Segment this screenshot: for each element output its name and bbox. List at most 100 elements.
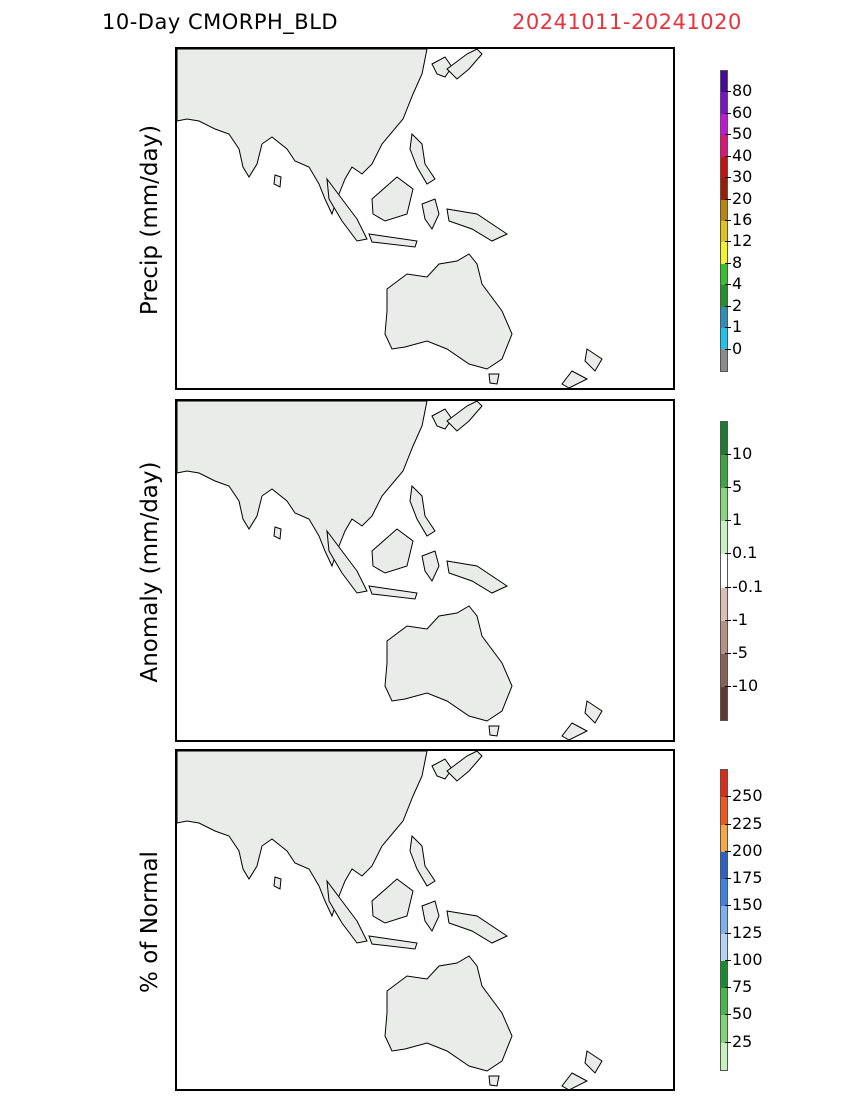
colorbar-tick-label: 1 bbox=[724, 317, 743, 337]
colorbar-swatch bbox=[721, 263, 727, 286]
land-outline bbox=[384, 253, 513, 370]
precip-map bbox=[175, 47, 675, 390]
land-outline bbox=[326, 879, 368, 944]
colorbar-tick-label: -10 bbox=[724, 675, 759, 695]
colorbar-tick-label: 0 bbox=[724, 338, 743, 358]
colorbar-tick-label: 4 bbox=[724, 274, 743, 294]
colorbar-swatch bbox=[721, 1042, 727, 1070]
land-outline bbox=[326, 529, 368, 594]
anomaly-axis-label: Anomaly (mm/day) bbox=[137, 461, 163, 683]
land-outline bbox=[177, 49, 428, 216]
anomaly-colorbar bbox=[720, 421, 728, 721]
colorbar-tick-label: 20 bbox=[724, 188, 753, 208]
colorbar-swatch bbox=[721, 770, 727, 798]
land-outline bbox=[431, 408, 453, 430]
colorbar-tick-label: 2 bbox=[724, 295, 743, 315]
land-outline bbox=[409, 834, 436, 887]
precip-axis-label: Precip (mm/day) bbox=[137, 124, 163, 316]
colorbar-swatch bbox=[721, 156, 727, 179]
colorbar-tick-label: 12 bbox=[724, 231, 753, 251]
anomaly-landmass bbox=[177, 401, 603, 740]
colorbar-swatch bbox=[721, 554, 727, 588]
colorbar-swatch bbox=[721, 220, 727, 243]
colorbar-swatch bbox=[721, 285, 727, 307]
land-outline bbox=[371, 176, 414, 222]
precip-landmass bbox=[177, 49, 603, 388]
colorbar-tick-label: 40 bbox=[724, 145, 753, 165]
percent-normal-landmass bbox=[177, 751, 603, 1089]
colorbar-swatch bbox=[721, 988, 727, 1016]
land-outline bbox=[446, 208, 509, 242]
colorbar-tick-label: 0.1 bbox=[724, 543, 758, 563]
colorbar-swatch bbox=[721, 653, 727, 687]
colorbar-swatch bbox=[721, 851, 727, 880]
precip-colorbar bbox=[720, 70, 728, 372]
land-outline bbox=[273, 526, 282, 540]
land-outline bbox=[421, 550, 440, 582]
land-outline bbox=[371, 878, 414, 924]
colorbar-tick-label: 150 bbox=[725, 895, 763, 915]
land-outline bbox=[446, 401, 483, 432]
colorbar-tick-label: 5 bbox=[724, 477, 743, 497]
colorbar-swatch bbox=[721, 92, 727, 114]
date-range: 20241011-20241020 bbox=[512, 10, 742, 34]
colorbar-swatch bbox=[721, 328, 727, 350]
colorbar-swatch bbox=[721, 1015, 727, 1043]
colorbar-tick-label: 80 bbox=[724, 81, 753, 101]
colorbar-swatch bbox=[721, 199, 727, 221]
colorbar-swatch bbox=[721, 306, 727, 329]
land-outline bbox=[409, 132, 436, 185]
colorbar-swatch bbox=[721, 242, 727, 264]
anomaly-map bbox=[175, 399, 675, 742]
land-outline bbox=[421, 198, 440, 230]
land-outline bbox=[409, 484, 436, 537]
colorbar-tick-label: 250 bbox=[725, 786, 763, 806]
colorbar-tick-label: 1 bbox=[724, 510, 743, 530]
colorbar-tick-label: -5 bbox=[725, 642, 748, 662]
land-outline bbox=[421, 900, 440, 932]
colorbar-tick-label: 50 bbox=[724, 1004, 753, 1024]
land-outline bbox=[368, 585, 418, 600]
land-outline bbox=[561, 1072, 589, 1089]
colorbar-tick-label: 75 bbox=[724, 977, 753, 997]
colorbar-swatch bbox=[721, 960, 727, 989]
land-outline bbox=[177, 751, 428, 918]
colorbar-swatch bbox=[721, 488, 727, 522]
land-outline bbox=[368, 935, 418, 950]
colorbar-tick-label: 25 bbox=[724, 1031, 753, 1051]
colorbar-tick-label: 10 bbox=[724, 444, 753, 464]
colorbar-tick-label: 30 bbox=[724, 167, 753, 187]
colorbar-tick-label: 125 bbox=[725, 922, 763, 942]
colorbar-swatch bbox=[721, 422, 727, 456]
land-outline bbox=[368, 233, 418, 248]
colorbar-swatch bbox=[721, 521, 727, 555]
land-outline bbox=[488, 373, 500, 385]
land-outline bbox=[431, 56, 453, 78]
colorbar-swatch bbox=[721, 178, 727, 200]
colorbar-tick-label: -0.1 bbox=[724, 576, 764, 596]
land-outline bbox=[584, 1050, 603, 1074]
colorbar-tick-label: 200 bbox=[725, 840, 763, 860]
land-outline bbox=[561, 370, 589, 388]
colorbar-swatch bbox=[721, 620, 727, 654]
land-outline bbox=[384, 955, 513, 1072]
colorbar-tick-label: 16 bbox=[724, 210, 753, 229]
land-outline bbox=[446, 910, 509, 944]
land-outline bbox=[584, 348, 603, 372]
land-outline bbox=[488, 1075, 500, 1087]
land-outline bbox=[177, 401, 428, 568]
land-outline bbox=[446, 49, 483, 80]
colorbar-swatch bbox=[721, 797, 727, 825]
land-outline bbox=[273, 876, 282, 890]
colorbar-tick-label: 100 bbox=[725, 949, 763, 969]
colorbar-swatch bbox=[721, 587, 727, 621]
land-outline bbox=[488, 725, 500, 737]
colorbar-swatch bbox=[721, 135, 727, 157]
land-outline bbox=[446, 751, 483, 782]
colorbar-tick-label: 175 bbox=[725, 868, 763, 888]
colorbar-swatch bbox=[721, 71, 727, 93]
colorbar-swatch bbox=[721, 455, 727, 489]
land-outline bbox=[431, 758, 453, 780]
percent-normal-colorbar bbox=[720, 769, 728, 1071]
product-title: 10-Day CMORPH_BLD bbox=[102, 10, 339, 34]
